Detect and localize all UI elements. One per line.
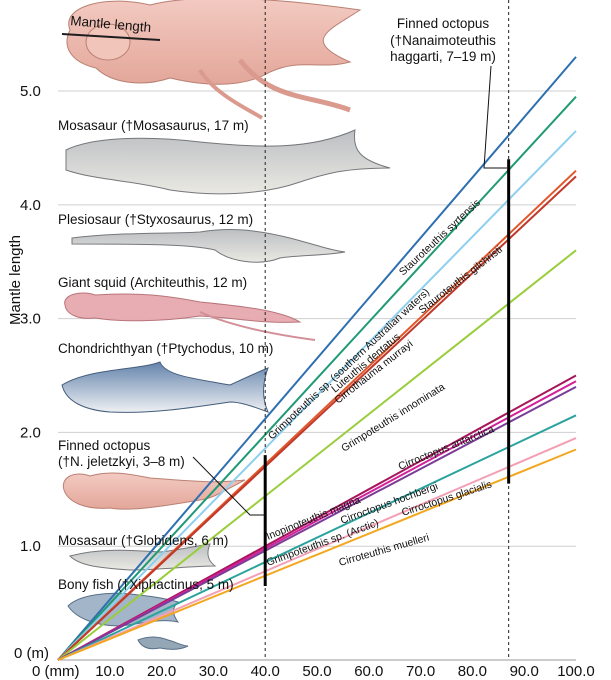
mantle-length-marker [61,33,161,41]
y-tick-label-1: 2.0 [20,424,41,441]
axis-layer: 1.0 2.0 3.0 4.0 5.0 10.0 20.0 30.0 40.0 50.0 60.0 7… [20,83,595,680]
y-tick-label-0: 1.0 [20,538,41,555]
haggarti-octopus-illustration [66,0,362,120]
x-tick-label-2: 30.0 [199,663,228,680]
series-line-4 [57,175,577,661]
x-tick-label-1: 20.0 [147,663,176,680]
series-line-5 [57,249,577,661]
animal-silhouettes [61,0,391,650]
haggarti-label-line3: haggarti, 7–19 m) [390,49,496,64]
label-grimpoteuthis-southern: Grimpoteuthis sp. (southern Australian w… [266,286,432,442]
mantle-length-label: Mantle length [70,13,152,35]
series-line-1 [57,96,577,661]
y-axis-title: Mantle length [7,235,24,325]
jeletzkyi-octopus-illustration [62,472,246,510]
ptychodus-label: Chondrichthyan (†Ptychodus, 10 m) [58,341,273,356]
x-tick-label-4: 50.0 [302,663,331,680]
haggarti-label-line1: Finned octopus [397,16,490,31]
series-line-8 [57,386,577,661]
xiphactinus-label: Bony fish (†Xiphactinus, 5 m) [58,577,234,592]
haggarti-label-line2: (†Nanaimoteuthis [390,33,496,48]
architeuthis-label: Giant squid (Architeuthis, 12 m) [58,275,247,290]
mosasaurus-label: Mosasaur (†Mosasaurus, 17 m) [58,118,249,133]
x-tick-label-8: 90.0 [510,663,539,680]
series-layer [57,56,577,661]
x-tick-label-5: 60.0 [354,663,383,680]
jeletzkyi-label-line2: (†N. jeletzkyi, 3–8 m) [58,454,185,469]
series-line-0 [57,56,577,661]
y-tick-label-4: 5.0 [20,83,41,100]
series-line-9 [57,414,577,661]
styxosaurus-label: Plesiosaur (†Styxosaurus, 12 m) [58,212,253,227]
x-tick-label-0: 10.0 [95,663,124,680]
series-line-11 [57,448,577,661]
ptychodus-illustration [61,361,269,413]
series-line-2 [57,130,577,661]
series-line-10 [57,437,577,661]
diver-illustration [137,636,189,650]
x-tick-label-3: 40.0 [251,663,280,680]
jeletzkyi-label-line1: Finned octopus [58,438,151,453]
y-axis-zero-label: 0 (m) [14,645,49,662]
x-axis-zero-label: 0 (mm) [32,663,80,680]
styxosaurus-illustration [71,229,346,263]
x-tick-label-6: 70.0 [406,663,435,680]
x-tick-label-7: 80.0 [458,663,487,680]
label-cirroctopus-antarctica: Cirroctopus antarctica [397,423,496,472]
x-tick-label-9: 100.0 [557,663,595,680]
globidens-label: Mosasaur (†Globidens, 6 m) [58,533,228,548]
mosasaurus-illustration [65,129,391,195]
reference-layer [263,0,511,660]
leader-lines [192,65,507,516]
y-tick-label-3: 4.0 [20,197,41,214]
y-tick-label-2: 3.0 [20,311,41,328]
architeuthis-illustration [64,292,316,341]
